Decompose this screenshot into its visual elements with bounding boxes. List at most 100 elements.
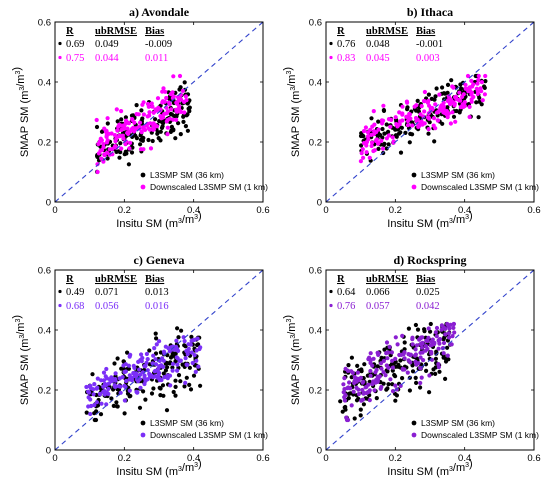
data-point [361, 379, 366, 384]
data-point [428, 329, 433, 334]
data-point [352, 416, 357, 421]
data-point [432, 97, 437, 102]
data-point [343, 393, 348, 398]
data-point [349, 355, 354, 360]
data-point [449, 98, 454, 103]
data-point [475, 81, 480, 86]
data-point [144, 123, 149, 128]
legend-marker [140, 172, 146, 178]
panel-1: a) Avondale 0 0.2 0.4 0.6 0 0.2 0.4 0.6 Insitu SM… [11, 5, 270, 230]
stats-value: 0.016 [145, 301, 169, 312]
y-axis-label: SMAP SM (m3/m3) [282, 315, 302, 405]
data-point [423, 362, 429, 367]
data-point [128, 140, 133, 145]
data-point [113, 143, 118, 149]
data-point [173, 351, 178, 356]
data-point [137, 367, 142, 372]
data-point [393, 398, 398, 403]
y-tick-label: 0.2 [309, 386, 322, 397]
data-point [109, 375, 114, 380]
data-point [419, 104, 424, 109]
ticks: 0 0.2 0.4 0.6 0 0.2 0.4 0.6 [309, 266, 541, 465]
x-tick-label: 0.2 [389, 205, 402, 216]
data-point [160, 356, 165, 361]
scatter-points [84, 326, 203, 423]
data-point [150, 138, 155, 144]
legend-label: Downscaled L3SMP SM (1 km) [150, 430, 268, 440]
data-point [401, 352, 406, 357]
data-point [176, 106, 181, 111]
data-point [101, 378, 107, 383]
data-point [388, 377, 393, 382]
data-point [349, 403, 354, 408]
data-point [473, 73, 478, 79]
data-point [154, 108, 159, 113]
data-point [175, 356, 180, 361]
data-point [91, 392, 96, 397]
data-point [188, 387, 194, 392]
data-point [422, 109, 427, 114]
data-point [410, 123, 415, 128]
data-point [119, 117, 124, 122]
data-point [434, 86, 439, 91]
data-point [95, 376, 100, 381]
data-point [176, 373, 182, 378]
y-tick-label: 0.6 [309, 266, 322, 277]
data-point [140, 102, 145, 107]
data-point [184, 113, 189, 118]
data-point [171, 94, 176, 99]
data-point [433, 371, 438, 376]
data-point [449, 342, 454, 347]
scatter-points [338, 321, 457, 423]
data-point [361, 391, 366, 396]
data-point [175, 326, 180, 331]
data-point [185, 350, 190, 355]
data-point [429, 349, 434, 355]
data-point [454, 97, 459, 102]
data-point [364, 150, 369, 155]
legend-box [137, 417, 259, 445]
data-point [176, 121, 181, 126]
data-point [413, 359, 418, 364]
data-point [123, 369, 128, 374]
stats-header: ubRMSE [366, 26, 408, 37]
data-point [152, 369, 157, 374]
data-point [367, 389, 372, 394]
data-point [151, 121, 156, 126]
data-point [187, 365, 192, 370]
data-point [405, 100, 410, 105]
data-point [138, 137, 143, 142]
data-point [189, 334, 194, 339]
data-point [120, 375, 125, 380]
x-tick-label: 0 [52, 453, 57, 464]
y-tick-label: 0 [317, 446, 322, 457]
stats-value: 0.066 [366, 287, 390, 298]
data-point [407, 388, 412, 393]
data-point [393, 133, 399, 138]
data-point [433, 94, 438, 99]
data-point [408, 131, 413, 136]
data-point [122, 411, 127, 416]
legend-label: Downscaled L3SMP SM (1 km) [150, 182, 268, 192]
data-point [91, 387, 96, 392]
stats-row-marker [329, 55, 333, 60]
data-point [124, 378, 129, 384]
stats-value: 0.013 [145, 287, 169, 298]
data-point [168, 383, 173, 388]
data-point [369, 116, 374, 121]
data-point [173, 393, 178, 398]
data-point [432, 341, 437, 347]
data-point [368, 368, 373, 374]
data-point [431, 116, 437, 121]
data-point [384, 387, 389, 392]
data-point [379, 355, 384, 360]
data-point [144, 351, 149, 357]
x-tick-label: 0.4 [458, 205, 471, 216]
data-point [122, 398, 127, 403]
data-point [175, 368, 180, 373]
data-point [410, 342, 415, 347]
data-point [147, 110, 152, 115]
data-point [161, 393, 166, 398]
stats-value: 0.64 [337, 287, 356, 298]
data-point [402, 356, 407, 361]
